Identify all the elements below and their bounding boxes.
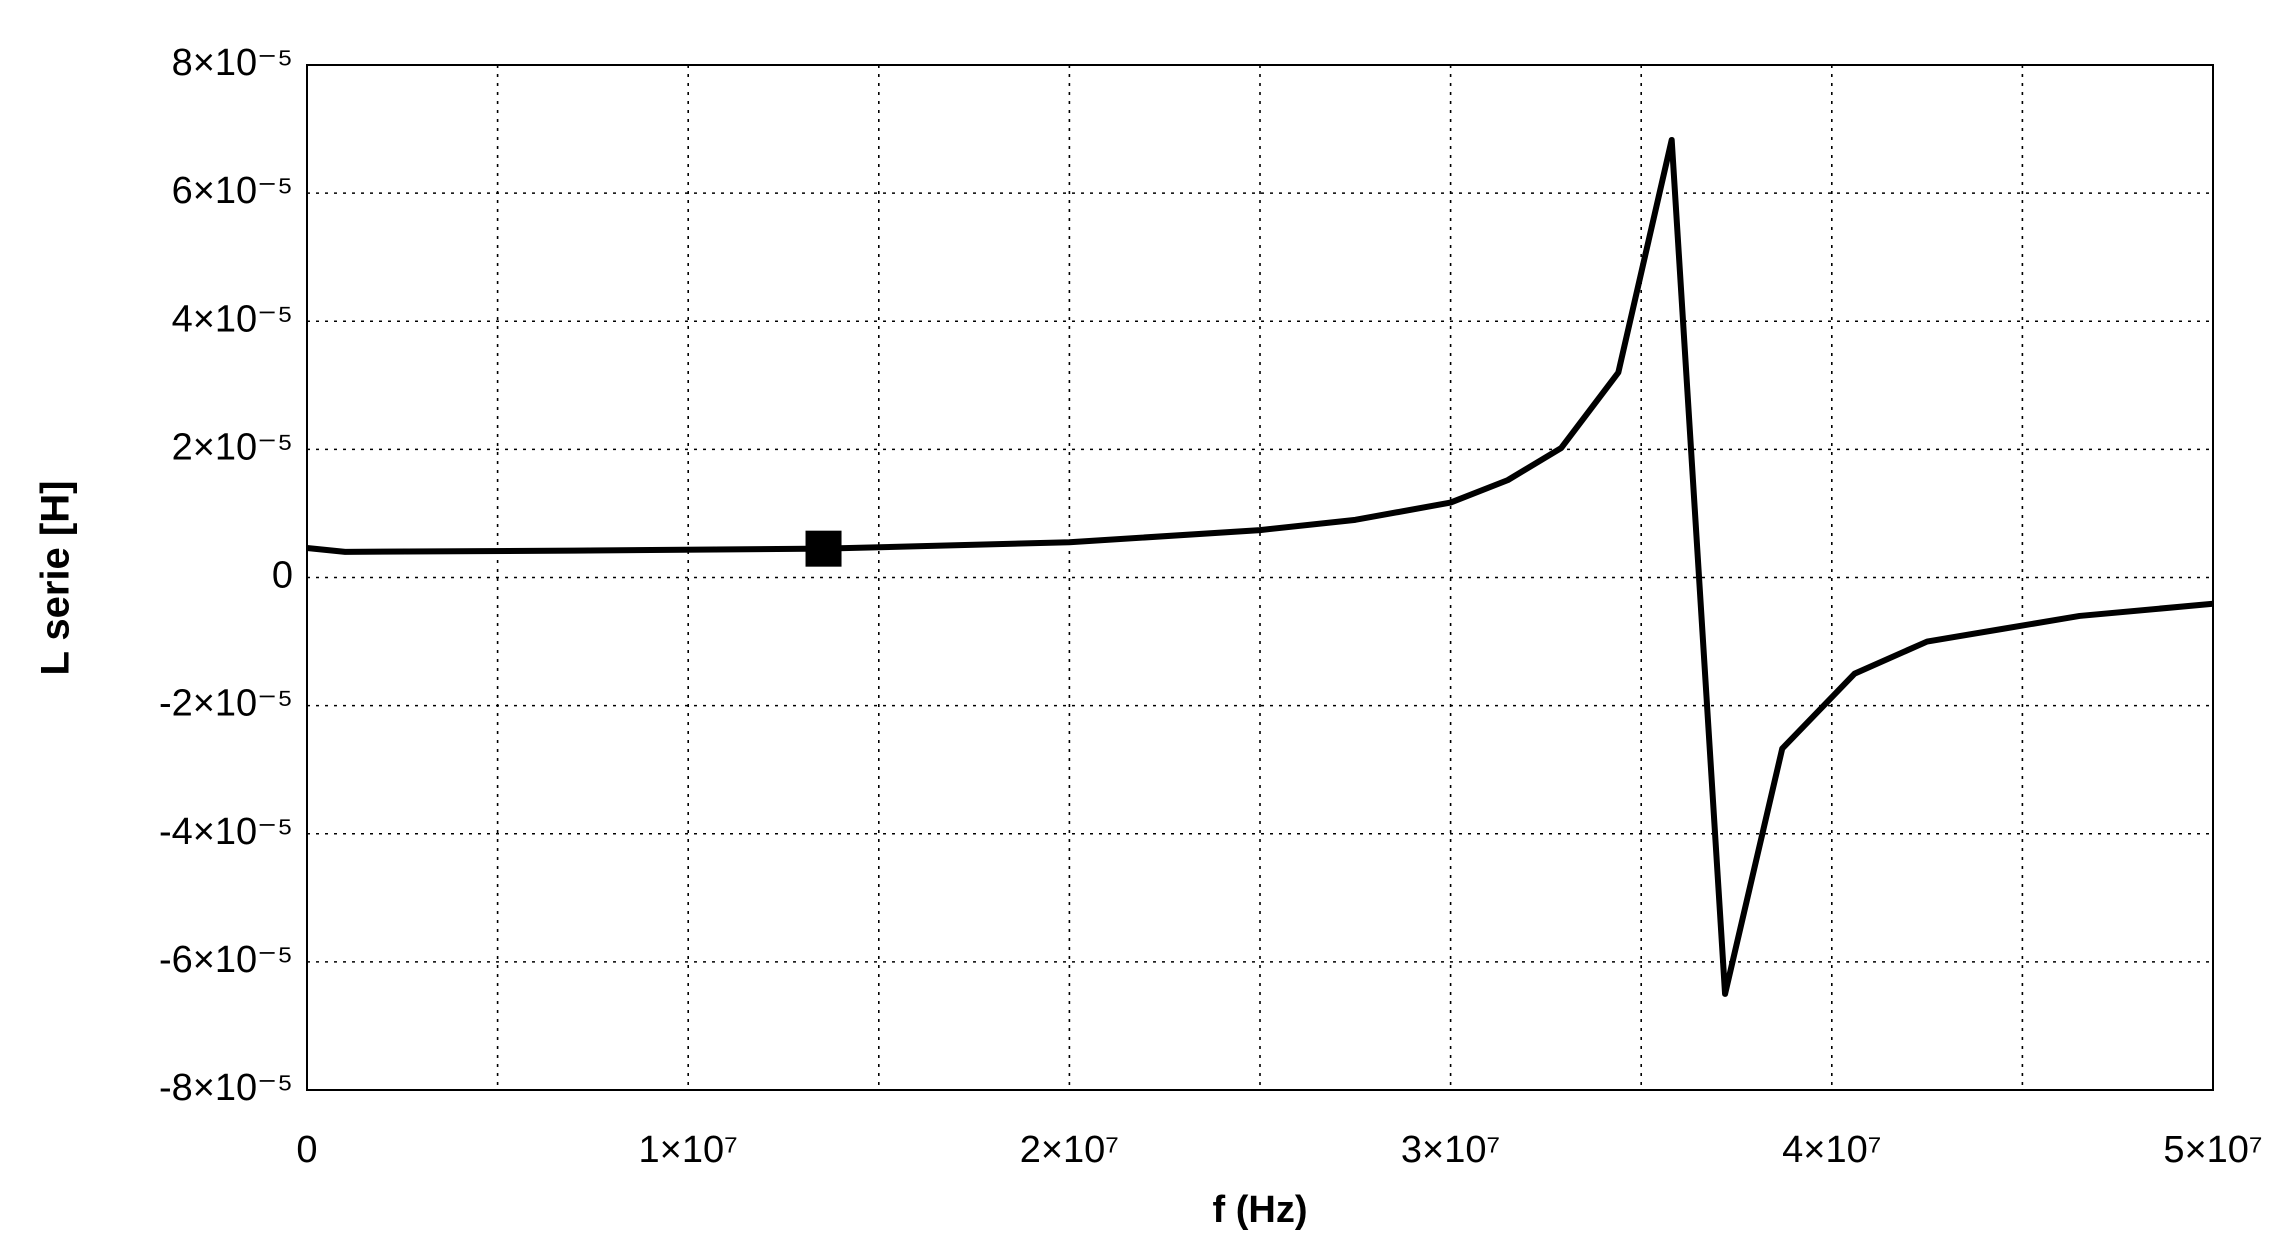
- y-tick-label: -8×10⁻⁵: [159, 1067, 293, 1109]
- y-tick-label: 4×10⁻⁵: [172, 298, 293, 340]
- data-line: [306, 136, 2214, 997]
- y-tick-label: 2×10⁻⁵: [172, 426, 293, 468]
- y-tick-label: -6×10⁻⁵: [159, 939, 293, 981]
- x-tick-label: 3×10⁷: [1401, 1129, 1500, 1171]
- y-tick-label: -4×10⁻⁵: [159, 811, 293, 853]
- y-tick-label: 6×10⁻⁵: [172, 170, 293, 212]
- x-axis-label: f (Hz): [1213, 1189, 1308, 1231]
- x-tick-label: 2×10⁷: [1020, 1129, 1119, 1171]
- plot-frame: [306, 64, 2214, 1091]
- highlight-marker: [805, 530, 842, 567]
- x-tick-label: 1×10⁷: [639, 1129, 738, 1171]
- y-tick-label: 8×10⁻⁵: [172, 42, 293, 84]
- y-tick-label: -2×10⁻⁵: [159, 683, 293, 725]
- x-tick-label: 0: [296, 1129, 317, 1171]
- x-tick-label: 4×10⁷: [1782, 1129, 1881, 1171]
- y-tick-label: 0: [272, 555, 293, 597]
- y-axis-label: L serie [H]: [34, 481, 78, 676]
- x-tick-label: 5×10⁷: [2163, 1129, 2262, 1171]
